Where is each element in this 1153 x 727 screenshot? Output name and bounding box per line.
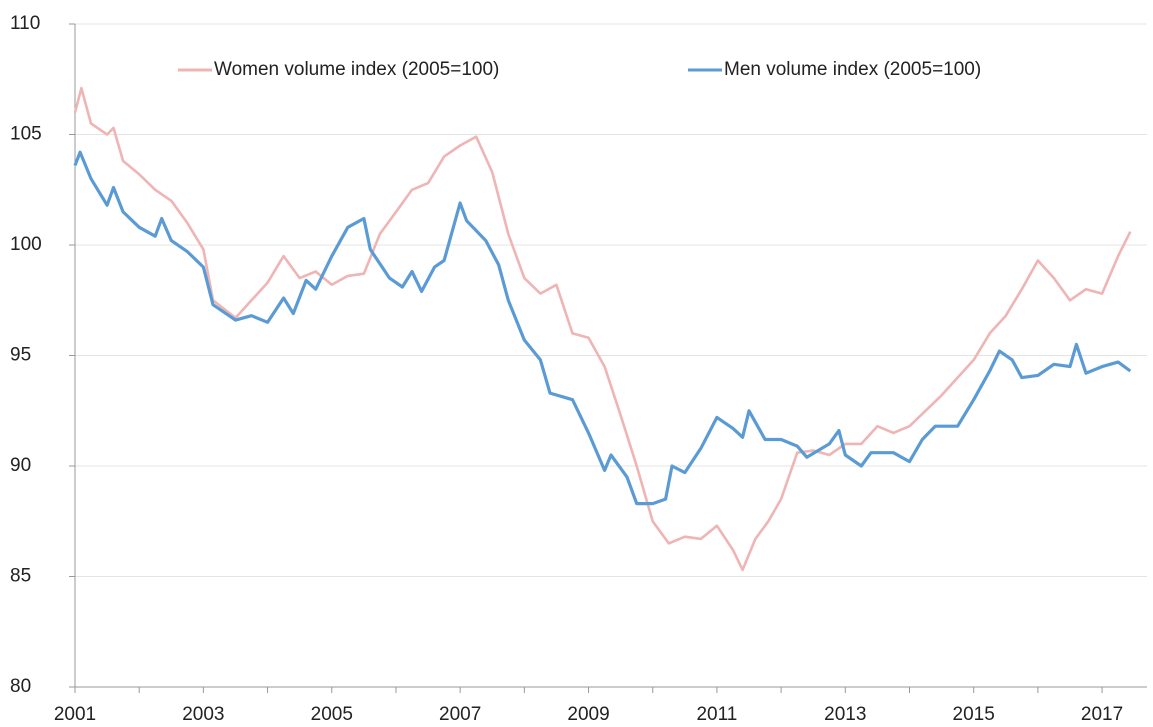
legend-label: Men volume index (2005=100) — [724, 59, 981, 80]
y-tick-label: 100 — [10, 234, 42, 255]
y-tick-label: 85 — [10, 566, 31, 587]
x-tick-label: 2007 — [439, 704, 481, 725]
y-tick-label: 95 — [10, 345, 31, 366]
legend-label: Women volume index (2005=100) — [214, 59, 499, 80]
x-tick-label: 2005 — [311, 704, 353, 725]
y-tick-label: 80 — [10, 676, 31, 697]
y-tick-label: 90 — [10, 455, 31, 476]
x-tick-label: 2011 — [696, 704, 737, 725]
x-tick-label: 2001 — [54, 704, 96, 725]
y-tick-label: 110 — [10, 13, 40, 34]
x-tick-label: 2017 — [1081, 704, 1123, 725]
y-tick-label: 105 — [10, 124, 42, 145]
series-line — [73, 86, 1132, 572]
x-tick-label: 2013 — [824, 704, 866, 725]
series-line — [73, 150, 1132, 506]
x-tick-label: 2003 — [182, 704, 224, 725]
x-tick-label: 2015 — [953, 704, 995, 725]
x-tick-label: 2009 — [567, 704, 609, 725]
